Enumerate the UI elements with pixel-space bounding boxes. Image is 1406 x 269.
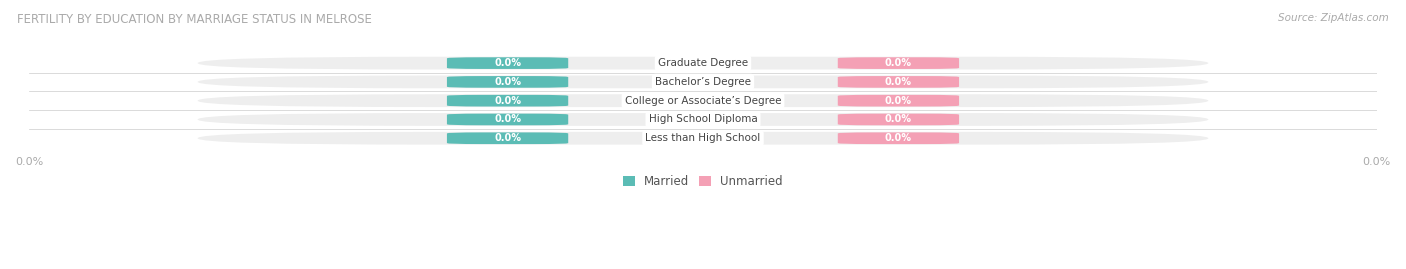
Text: High School Diploma: High School Diploma [648, 115, 758, 125]
Text: 0.0%: 0.0% [494, 115, 522, 125]
FancyBboxPatch shape [838, 132, 959, 144]
Text: 0.0%: 0.0% [884, 58, 912, 68]
FancyBboxPatch shape [198, 94, 1208, 107]
Text: Graduate Degree: Graduate Degree [658, 58, 748, 68]
FancyBboxPatch shape [447, 114, 568, 125]
Text: Source: ZipAtlas.com: Source: ZipAtlas.com [1278, 13, 1389, 23]
FancyBboxPatch shape [198, 76, 1208, 88]
Text: 0.0%: 0.0% [494, 133, 522, 143]
Text: 0.0%: 0.0% [494, 77, 522, 87]
FancyBboxPatch shape [838, 95, 959, 107]
Text: College or Associate’s Degree: College or Associate’s Degree [624, 96, 782, 106]
Legend: Married, Unmarried: Married, Unmarried [623, 175, 783, 188]
FancyBboxPatch shape [447, 132, 568, 144]
Text: 0.0%: 0.0% [884, 77, 912, 87]
Text: 0.0%: 0.0% [494, 58, 522, 68]
Text: Bachelor’s Degree: Bachelor’s Degree [655, 77, 751, 87]
FancyBboxPatch shape [838, 57, 959, 69]
Text: 0.0%: 0.0% [884, 96, 912, 106]
FancyBboxPatch shape [447, 76, 568, 88]
Text: 0.0%: 0.0% [884, 115, 912, 125]
Text: 0.0%: 0.0% [494, 96, 522, 106]
FancyBboxPatch shape [838, 114, 959, 125]
FancyBboxPatch shape [198, 57, 1208, 69]
FancyBboxPatch shape [198, 113, 1208, 126]
FancyBboxPatch shape [447, 95, 568, 107]
FancyBboxPatch shape [198, 132, 1208, 145]
Text: FERTILITY BY EDUCATION BY MARRIAGE STATUS IN MELROSE: FERTILITY BY EDUCATION BY MARRIAGE STATU… [17, 13, 371, 26]
Text: 0.0%: 0.0% [884, 133, 912, 143]
Text: Less than High School: Less than High School [645, 133, 761, 143]
FancyBboxPatch shape [838, 76, 959, 88]
FancyBboxPatch shape [447, 57, 568, 69]
